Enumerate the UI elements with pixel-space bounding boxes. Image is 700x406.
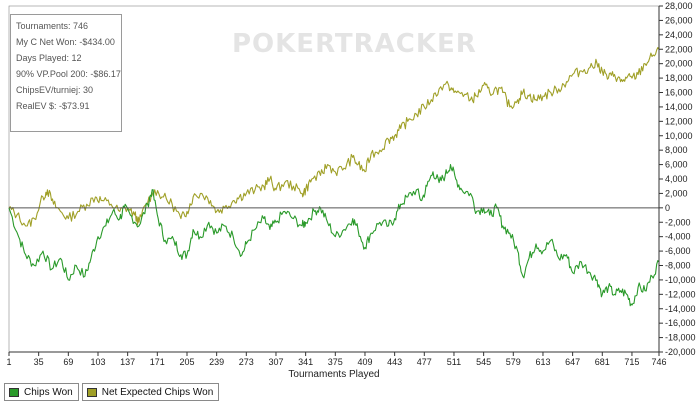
stats-line-vp-pool: 90% VP.Pool 200: -$86.17 xyxy=(16,69,121,79)
y-tick-label: 4,000 xyxy=(665,174,688,184)
stats-line-days-played: Days Played: 12 xyxy=(16,53,82,63)
x-axis-title: Tournaments Played xyxy=(288,369,379,380)
x-tick-label: 443 xyxy=(387,357,402,367)
y-tick-label: -10,000 xyxy=(665,275,696,285)
x-tick-label: 681 xyxy=(595,357,610,367)
y-tick-label: 18,000 xyxy=(665,73,693,83)
y-tick-label: -14,000 xyxy=(665,304,696,314)
x-tick-label: 137 xyxy=(120,357,135,367)
stats-line-chipsev: ChipsEV/turniej: 30 xyxy=(16,85,94,95)
legend-label-chips-won: Chips Won xyxy=(24,386,73,398)
x-tick-label: 746 xyxy=(651,357,666,367)
legend: Chips Won Net Expected Chips Won xyxy=(4,383,222,401)
x-tick-label: 579 xyxy=(506,357,521,367)
y-tick-label: 26,000 xyxy=(665,15,693,25)
y-tick-label: -6,000 xyxy=(665,246,691,256)
x-tick-label: 239 xyxy=(209,357,224,367)
y-tick-label: -12,000 xyxy=(665,289,696,299)
y-tick-label: -18,000 xyxy=(665,333,696,343)
y-tick-label: 10,000 xyxy=(665,131,693,141)
y-tick-label: 14,000 xyxy=(665,102,693,112)
y-tick-label: -20,000 xyxy=(665,347,696,357)
series-layer xyxy=(8,47,660,307)
y-tick-label: 20,000 xyxy=(665,59,693,69)
legend-swatch-chips-won xyxy=(9,387,19,397)
x-tick-label: 69 xyxy=(63,357,73,367)
y-tick-label: -8,000 xyxy=(665,261,691,271)
legend-item-chips-won[interactable]: Chips Won xyxy=(4,383,79,401)
legend-item-net-expected[interactable]: Net Expected Chips Won xyxy=(81,383,220,401)
x-tick-label: 103 xyxy=(90,357,105,367)
y-tick-label: 8,000 xyxy=(665,145,688,155)
y-tick-label: 0 xyxy=(665,203,670,213)
x-tick-label: 613 xyxy=(535,357,550,367)
x-tick-label: 511 xyxy=(447,357,461,367)
x-tick-label: 35 xyxy=(34,357,44,367)
y-tick-label: -2,000 xyxy=(665,217,691,227)
x-tick-label: 409 xyxy=(357,357,372,367)
x-tick-label: 375 xyxy=(328,357,343,367)
series-line-chips-won xyxy=(8,164,660,307)
x-tick-label: 477 xyxy=(417,357,432,367)
series-line-net-expected xyxy=(8,47,660,227)
legend-swatch-net-expected xyxy=(86,387,97,397)
y-tick-label: 22,000 xyxy=(665,44,693,54)
x-tick-label: 205 xyxy=(179,357,194,367)
y-tick-label: -4,000 xyxy=(665,232,691,242)
y-tick-label: 24,000 xyxy=(665,30,693,40)
stats-box: Tournaments: 746 My C Net Won: -$434.00 … xyxy=(10,14,122,132)
stats-line-tournaments: Tournaments: 746 xyxy=(16,21,89,31)
x-tick-label: 647 xyxy=(565,357,580,367)
legend-label-net-expected: Net Expected Chips Won xyxy=(101,386,214,398)
y-tick-label: 6,000 xyxy=(665,160,688,170)
y-tick-label: 28,000 xyxy=(665,1,693,11)
y-tick-label: 16,000 xyxy=(665,88,693,98)
x-tick-label: 1 xyxy=(6,357,11,367)
stats-line-net-won: My C Net Won: -$434.00 xyxy=(16,37,115,47)
y-tick-label: 2,000 xyxy=(665,188,688,198)
x-tick-label: 273 xyxy=(239,357,254,367)
x-tick-label: 545 xyxy=(476,357,491,367)
axis-ticks: 28,00026,00024,00022,00020,00018,00016,0… xyxy=(6,1,695,367)
watermark-logo: POKERTRACKER xyxy=(232,29,477,59)
stats-line-realev: RealEV $: -$73.91 xyxy=(16,101,90,111)
x-tick-label: 341 xyxy=(298,357,313,367)
x-tick-label: 171 xyxy=(150,357,165,367)
y-tick-label: -16,000 xyxy=(665,318,696,328)
x-tick-label: 307 xyxy=(268,357,283,367)
y-tick-label: 12,000 xyxy=(665,116,693,126)
x-tick-label: 715 xyxy=(624,357,639,367)
